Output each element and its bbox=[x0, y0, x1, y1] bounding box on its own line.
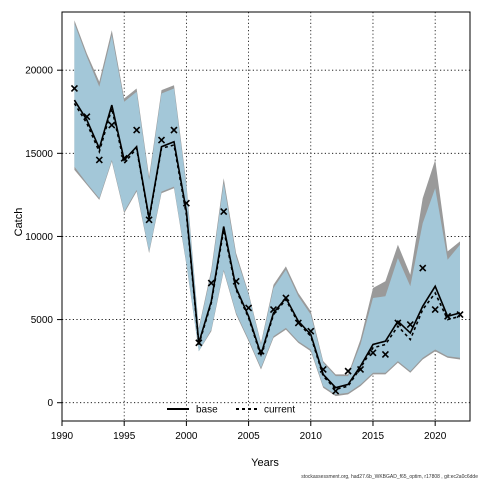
observed-point bbox=[431, 306, 439, 314]
confidence-bands bbox=[74, 20, 461, 397]
footer-text: stockassessment.org, had27.6b_WKBGAD_f65… bbox=[301, 474, 478, 480]
observed-point bbox=[381, 350, 389, 359]
point-stroke bbox=[145, 216, 153, 224]
observed-point bbox=[95, 156, 103, 164]
legend-label-current: current bbox=[264, 405, 295, 416]
point-stroke bbox=[195, 339, 203, 347]
observed-point bbox=[120, 154, 128, 162]
observed-point bbox=[294, 319, 302, 327]
x-axis-title: Years bbox=[251, 457, 279, 469]
observed-point bbox=[282, 294, 290, 302]
observed-point bbox=[145, 216, 153, 224]
point-stroke bbox=[406, 321, 414, 329]
observed-point bbox=[108, 121, 116, 129]
x-tick-label: 2010 bbox=[300, 431, 323, 442]
point-stroke bbox=[394, 319, 402, 327]
point-stroke bbox=[381, 350, 389, 359]
median-line-current bbox=[73, 102, 461, 391]
observed-point bbox=[220, 207, 228, 216]
point-stroke bbox=[419, 264, 427, 272]
legend-label-base: base bbox=[196, 405, 218, 416]
point-stroke bbox=[369, 349, 377, 357]
observed-point bbox=[245, 304, 253, 312]
observed-point bbox=[319, 365, 327, 374]
y-axis: 0 5000 10000 15000 20000 bbox=[25, 66, 62, 409]
observed-point bbox=[257, 347, 265, 355]
x-axis: 1990 1995 2000 2005 2010 2015 2020 bbox=[51, 421, 447, 442]
point-stroke bbox=[456, 311, 464, 319]
point-stroke bbox=[95, 156, 103, 164]
x-tick-label: 2015 bbox=[362, 431, 385, 442]
point-stroke bbox=[431, 306, 439, 314]
observed-point bbox=[195, 339, 203, 347]
point-stroke bbox=[133, 126, 141, 134]
point-stroke bbox=[444, 312, 452, 320]
point-stroke bbox=[307, 327, 315, 335]
plot-frame bbox=[61, 11, 471, 422]
y-tick-label: 20000 bbox=[25, 66, 53, 77]
point-stroke bbox=[108, 121, 116, 129]
point-stroke bbox=[120, 154, 128, 162]
band-current bbox=[74, 23, 461, 395]
observed-point bbox=[369, 349, 377, 357]
y-tick-label: 5000 bbox=[31, 315, 54, 326]
observed-point bbox=[83, 113, 91, 121]
point-stroke bbox=[257, 347, 265, 355]
observed-point bbox=[406, 321, 414, 329]
point-stroke bbox=[207, 279, 215, 287]
point-stroke bbox=[319, 365, 327, 374]
y-tick-label: 0 bbox=[47, 398, 53, 409]
point-stroke bbox=[83, 113, 91, 121]
point-stroke bbox=[157, 136, 166, 144]
observed-point bbox=[344, 367, 352, 375]
legend: base current bbox=[167, 405, 295, 416]
point-stroke bbox=[232, 277, 240, 285]
point-stroke bbox=[70, 84, 79, 93]
observed-point bbox=[394, 319, 402, 327]
y-axis-title: Catch bbox=[13, 208, 25, 237]
point-stroke bbox=[245, 304, 253, 312]
y-tick-label: 15000 bbox=[25, 149, 53, 160]
observed-points bbox=[70, 84, 464, 395]
observed-point bbox=[133, 126, 141, 134]
x-tick-label: 1995 bbox=[113, 431, 136, 442]
point-stroke bbox=[294, 319, 302, 327]
observed-point bbox=[269, 306, 278, 314]
point-stroke bbox=[220, 207, 228, 216]
observed-point bbox=[170, 126, 178, 134]
point-stroke bbox=[356, 365, 365, 374]
point-stroke bbox=[344, 367, 352, 375]
observed-point bbox=[307, 327, 315, 335]
x-tick-label: 1990 bbox=[51, 431, 74, 442]
point-stroke bbox=[332, 387, 340, 395]
x-tick-label: 2020 bbox=[424, 431, 447, 442]
observed-point bbox=[182, 199, 190, 207]
observed-point bbox=[70, 84, 79, 93]
point-stroke bbox=[182, 199, 190, 207]
observed-point bbox=[332, 387, 340, 395]
y-tick-label: 10000 bbox=[25, 232, 53, 243]
observed-point bbox=[456, 311, 464, 319]
observed-point bbox=[356, 365, 365, 374]
observed-point bbox=[444, 312, 452, 320]
point-stroke bbox=[282, 294, 290, 302]
point-stroke bbox=[269, 306, 278, 314]
observed-point bbox=[157, 136, 166, 144]
observed-point bbox=[207, 279, 215, 287]
point-stroke bbox=[170, 126, 178, 134]
x-tick-label: 2000 bbox=[175, 431, 198, 442]
observed-point bbox=[232, 277, 240, 285]
x-tick-label: 2005 bbox=[237, 431, 260, 442]
observed-point bbox=[419, 264, 427, 272]
